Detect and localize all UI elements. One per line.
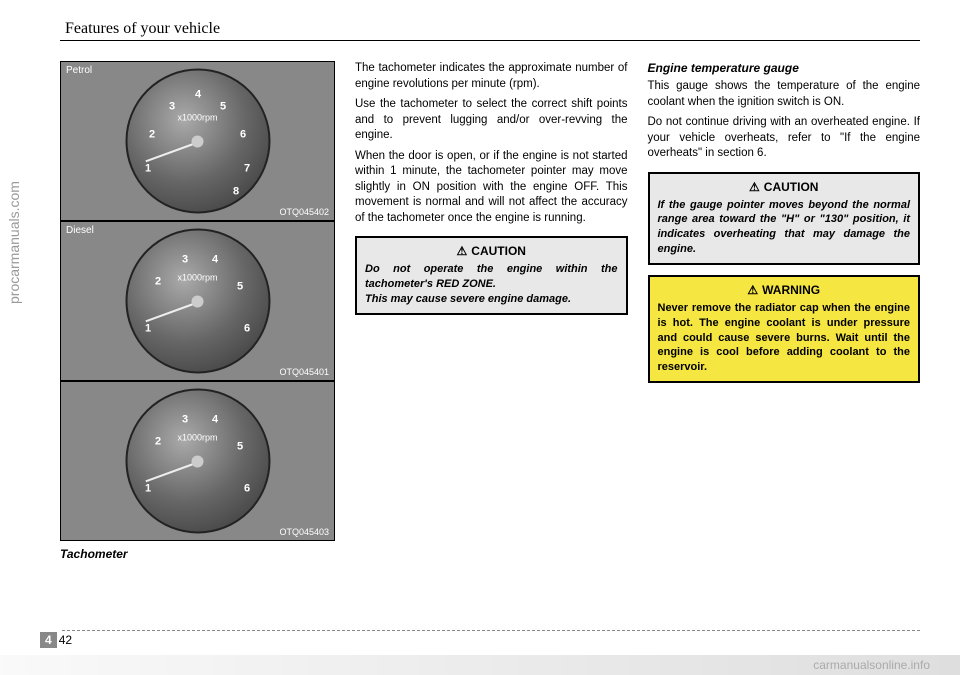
gauge-number: 4 bbox=[195, 89, 201, 101]
watermark-left: procarmanuals.com bbox=[6, 181, 22, 304]
column-middle: The tachometer indicates the approximate… bbox=[355, 61, 628, 561]
gauge-code: OTQ045401 bbox=[279, 367, 329, 377]
warning-title: ⚠WARNING bbox=[658, 283, 911, 297]
gauge-number: 2 bbox=[155, 436, 161, 448]
gauge-number: 1 bbox=[145, 483, 151, 495]
gauge-number: 5 bbox=[220, 101, 226, 113]
body-paragraph: Do not continue driving with an overheat… bbox=[648, 115, 921, 162]
gauge-hub bbox=[192, 455, 204, 467]
column-left: Petrol 1 2 3 4 5 6 78 x1000rpm OTQ045402 Diese… bbox=[60, 61, 335, 561]
warning-icon: ⚠ bbox=[747, 283, 758, 297]
gauge-number: 1 bbox=[145, 323, 151, 335]
watermark-bottom: carmanualsonline.info bbox=[0, 655, 960, 675]
gauge-number: 3 bbox=[182, 414, 188, 426]
header-rule bbox=[60, 40, 920, 41]
page-number-value: 42 bbox=[59, 633, 72, 647]
rpm-label: x1000rpm bbox=[177, 433, 217, 443]
footer-rule bbox=[62, 630, 920, 631]
column-right: Engine temperature gauge This gauge show… bbox=[648, 61, 921, 561]
gauge-number: 5 bbox=[237, 441, 243, 453]
body-paragraph: When the door is open, or if the engine … bbox=[355, 149, 628, 227]
page: Features of your vehicle Petrol 1 2 3 4 5 6 78… bbox=[0, 0, 960, 675]
warning-text: Never remove the radiator cap when the e… bbox=[658, 301, 911, 375]
gauge-number: 3 bbox=[169, 101, 175, 113]
caution-text: If the gauge pointer moves beyond the no… bbox=[658, 198, 911, 257]
page-title: Features of your vehicle bbox=[60, 20, 920, 38]
gauge-number: 2 bbox=[149, 129, 155, 141]
gauge-label: Diesel bbox=[66, 225, 94, 236]
caution-box: ⚠CAUTION If the gauge pointer moves beyo… bbox=[648, 172, 921, 265]
caution-title: ⚠CAUTION bbox=[365, 244, 618, 258]
caution-text: Do not operate the engine within the tac… bbox=[365, 262, 618, 292]
body-paragraph: The tachometer indicates the approximate… bbox=[355, 61, 628, 92]
body-paragraph: Use the tachometer to select the correct… bbox=[355, 97, 628, 144]
gauge-number: 6 bbox=[244, 323, 250, 335]
caution-text: This may cause severe engine damage. bbox=[365, 292, 618, 307]
caution-box: ⚠CAUTION Do not operate the engine withi… bbox=[355, 236, 628, 315]
gauge-number: 5 bbox=[237, 281, 243, 293]
caution-icon: ⚠ bbox=[749, 180, 760, 194]
page-number: 442 bbox=[40, 633, 72, 647]
gauge-number: 8 bbox=[233, 186, 239, 198]
gauge-dial: 1 2 3 4 5 6 x1000rpm bbox=[125, 389, 270, 534]
warning-box: ⚠WARNING Never remove the radiator cap w… bbox=[648, 275, 921, 383]
caution-icon: ⚠ bbox=[457, 244, 468, 258]
gauge-petrol: Petrol 1 2 3 4 5 6 78 x1000rpm OTQ045402 bbox=[60, 61, 335, 221]
gauge-number: 2 bbox=[155, 276, 161, 288]
section-number: 4 bbox=[40, 632, 57, 648]
gauge-number: 6 bbox=[240, 129, 246, 141]
gauge-code: OTQ045403 bbox=[279, 527, 329, 537]
gauge-number: 1 bbox=[145, 163, 151, 175]
gauge-label: Petrol bbox=[66, 65, 92, 76]
caution-title: ⚠CAUTION bbox=[658, 180, 911, 194]
gauge-number: 6 bbox=[244, 483, 250, 495]
gauge-diesel-2: 1 2 3 4 5 6 x1000rpm OTQ045403 bbox=[60, 381, 335, 541]
section-subtitle: Engine temperature gauge bbox=[648, 61, 921, 75]
content-columns: Petrol 1 2 3 4 5 6 78 x1000rpm OTQ045402 Diese… bbox=[60, 61, 920, 561]
gauge-dial: 1 2 3 4 5 6 78 x1000rpm bbox=[125, 69, 270, 214]
gauge-diesel-1: Diesel 1 2 3 4 5 6 x1000rpm OTQ045401 bbox=[60, 221, 335, 381]
gauge-hub bbox=[192, 135, 204, 147]
gauge-number: 3 bbox=[182, 254, 188, 266]
rpm-label: x1000rpm bbox=[177, 273, 217, 283]
gauge-dial: 1 2 3 4 5 6 x1000rpm bbox=[125, 229, 270, 374]
rpm-label: x1000rpm bbox=[177, 113, 217, 123]
gauge-number: 4 bbox=[212, 414, 218, 426]
body-paragraph: This gauge shows the temperature of the … bbox=[648, 79, 921, 110]
gauge-number: 4 bbox=[212, 254, 218, 266]
gauge-number: 7 bbox=[244, 163, 250, 175]
gauge-hub bbox=[192, 295, 204, 307]
figure-caption: Tachometer bbox=[60, 547, 335, 561]
gauge-code: OTQ045402 bbox=[279, 207, 329, 217]
